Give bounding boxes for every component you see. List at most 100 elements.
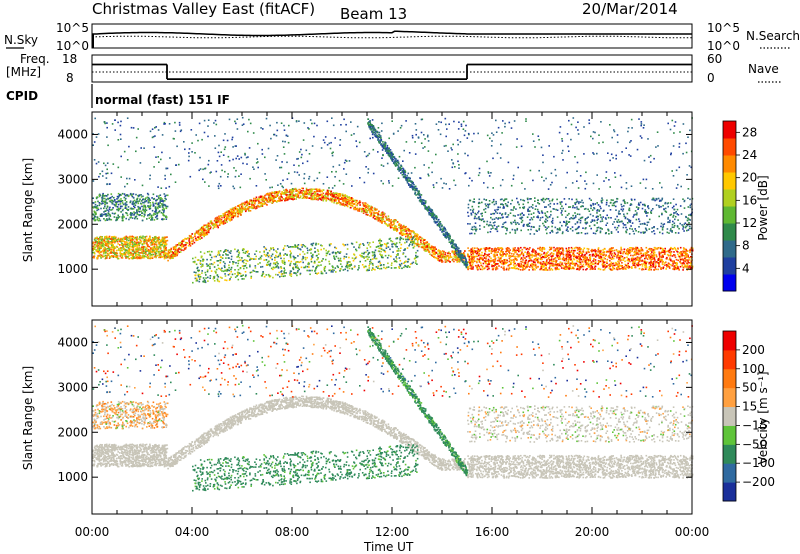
power-point-4609 [444,233,447,236]
power-point-1253 [157,207,159,210]
power-point-4396 [451,239,453,241]
power-point-1612 [424,248,427,251]
power-point-4170 [414,185,417,188]
power-point-1209 [154,216,157,219]
power-point-2449 [424,242,427,244]
power-point-1607 [362,205,365,207]
power-point-998 [111,212,114,215]
power-point-1594 [194,232,196,235]
power-point-2909 [377,214,379,217]
power-point-2381 [396,228,398,230]
power-point-1219 [131,194,133,197]
power-point-3111 [277,192,280,194]
power-point-4697 [375,136,377,138]
power-point-4002 [217,264,219,267]
power-point-2608 [295,190,297,192]
power-point-583 [163,254,166,257]
power-point-751 [161,237,164,240]
power-point-2903 [208,222,211,225]
power-point-3916 [283,263,286,265]
power-point-3763 [242,248,245,250]
power-point-1246 [121,192,124,195]
power-point-2583 [454,259,457,261]
power-point-675 [157,237,160,240]
power-point-3755 [206,269,209,271]
power-point-2783 [449,253,451,255]
power-point-589 [146,254,149,256]
power-point-766 [159,256,162,259]
power-point-3254 [288,246,290,248]
power-point-24 [106,245,108,247]
power-point-4518 [418,194,421,196]
power-point-3983 [334,251,337,254]
power-point-2386 [321,196,324,199]
power-point-3434 [224,273,226,275]
power-point-723 [140,235,142,238]
power-point-547 [100,242,103,244]
power-point-4792 [611,265,614,267]
power-point-3744 [280,266,282,268]
power-point-1063 [162,204,165,207]
power-point-3863 [224,250,226,252]
power-point-2135 [339,202,342,204]
power-point-1371 [95,206,98,208]
power-point-2821 [398,224,401,226]
power-point-4639 [441,231,444,233]
power-point-3062 [426,245,428,247]
power-point-2960 [400,224,402,226]
power-point-3540 [339,263,342,265]
power-point-276 [125,243,127,245]
power-point-3290 [192,281,194,284]
power-point-2782 [189,236,192,239]
power-point-179 [93,252,96,255]
power-point-1042 [136,210,138,212]
power-point-879 [153,250,156,252]
power-point-1081 [98,204,101,207]
power-point-815 [110,238,112,240]
power-point-4085 [332,251,335,253]
power-point-1206 [93,218,95,221]
power-point-2067 [429,253,431,255]
power-point-3588 [399,250,401,252]
power-point-2970 [206,223,209,226]
power-point-1344 [142,201,144,204]
power-point-3 [151,253,154,256]
power-point-1625 [188,234,191,237]
power-point-759 [98,236,101,239]
power-point-3962 [323,267,326,270]
power-point-653 [121,249,124,252]
power-point-886 [113,250,115,253]
power-point-2498 [393,229,395,231]
power-point-1590 [256,199,258,202]
power-point-503 [153,246,156,249]
power-point-1431 [299,195,302,197]
power-point-802 [132,241,134,244]
power-point-1080 [125,197,127,200]
power-point-1887 [420,241,422,244]
power-point-1621 [267,192,269,195]
power-point-2043 [186,242,189,244]
power-point-858 [125,255,128,258]
power-point-2922 [181,240,183,243]
power-point-2629 [335,202,338,204]
power-point-2998 [447,255,449,258]
power-point-718 [94,246,96,248]
power-point-312 [95,240,97,242]
nsky-line [92,30,692,37]
power-point-459 [102,250,105,253]
power-point-735 [165,247,167,250]
power-point-3594 [247,250,249,252]
power-point-3530 [290,275,293,277]
power-point-4571 [387,150,389,152]
power-point-417 [124,250,126,252]
power-point-748 [130,257,133,260]
power-point-921 [149,214,151,217]
power-point-3490 [284,261,286,264]
power-point-480 [134,236,137,239]
power-point-3874 [228,266,230,269]
power-point-859 [92,251,94,254]
power-point-4681 [465,266,468,269]
power-point-506 [103,244,106,246]
power-point-3257 [224,275,227,277]
power-point-512 [151,257,154,259]
